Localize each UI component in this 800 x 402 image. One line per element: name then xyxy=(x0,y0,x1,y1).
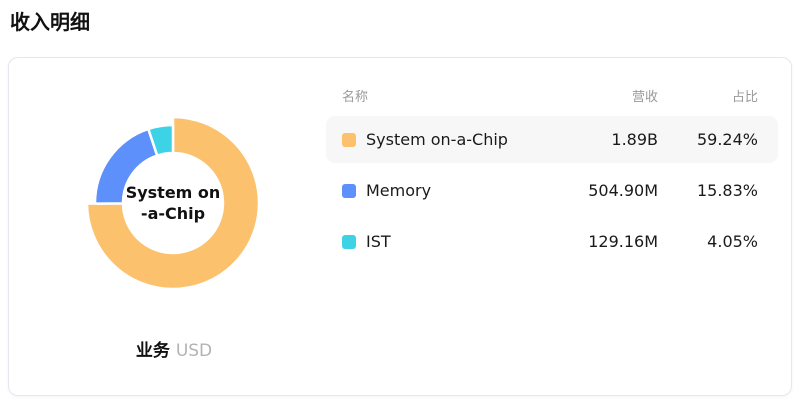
row-share: 59.24% xyxy=(696,130,758,149)
row-share: 4.05% xyxy=(707,232,758,251)
row-name-cell: System on-a-Chip xyxy=(342,130,548,149)
series-name: 业务 xyxy=(135,341,170,361)
row-name-cell: Memory xyxy=(342,181,548,200)
chart-caption: 业务 USD xyxy=(9,336,339,361)
row-name-cell: IST xyxy=(342,232,548,251)
header-name: 名称 xyxy=(342,89,369,105)
header-revenue: 营收 xyxy=(631,89,658,105)
row-name: Memory xyxy=(366,181,432,200)
row-share: 15.83% xyxy=(696,181,758,200)
row-name: System on-a-Chip xyxy=(366,130,508,149)
legend-table-body: System on-a-Chip 1.89B 59.24% Memory 504… xyxy=(326,116,778,265)
donut-chart[interactable] xyxy=(9,58,339,328)
legend-table: 名称 营收 占比 System on-a-Chip 1.89B 59.24% M… xyxy=(326,82,778,269)
series-color-swatch xyxy=(342,132,356,147)
header-share: 占比 xyxy=(731,89,758,105)
series-unit: USD xyxy=(175,341,213,361)
row-revenue: 504.90M xyxy=(588,181,658,200)
table-row-memory[interactable]: Memory 504.90M 15.83% xyxy=(326,167,778,214)
revenue-detail-card: System on -a-Chip 业务 USD 名称 营收 占比 System … xyxy=(8,57,792,396)
donut-segment-ist[interactable] xyxy=(147,123,175,157)
donut-segment-system-on-a-chip[interactable] xyxy=(85,115,261,291)
donut-segment-memory[interactable] xyxy=(93,127,159,205)
table-row-ist[interactable]: IST 129.16M 4.05% xyxy=(326,218,778,265)
table-row-system-on-a-chip[interactable]: System on-a-Chip 1.89B 59.24% xyxy=(326,116,778,163)
legend-table-header: 名称 营收 占比 xyxy=(326,82,778,108)
row-revenue: 129.16M xyxy=(588,232,658,251)
row-name: IST xyxy=(366,232,391,251)
page-title: 收入明细 xyxy=(10,10,90,34)
series-color-swatch xyxy=(342,234,356,249)
series-color-swatch xyxy=(342,183,356,198)
donut-chart-panel: System on -a-Chip 业务 USD xyxy=(9,58,339,395)
row-revenue: 1.89B xyxy=(611,130,658,149)
